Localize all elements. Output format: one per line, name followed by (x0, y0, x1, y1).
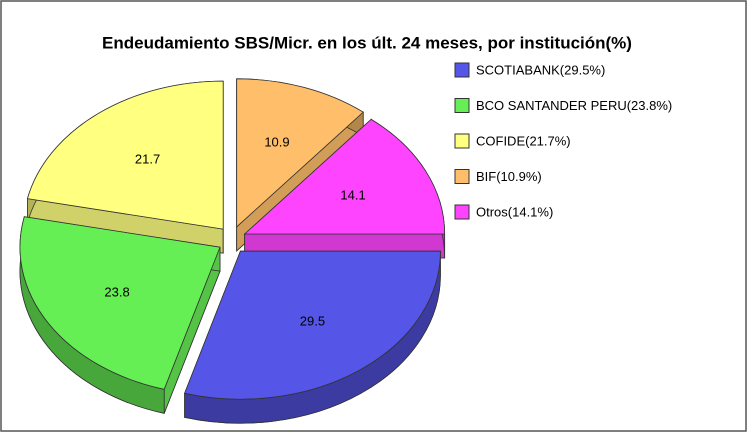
legend-label: SCOTIABANK(29.5%) (476, 62, 605, 77)
legend-swatch (454, 169, 470, 184)
legend-swatch (454, 133, 470, 149)
slice (184, 250, 441, 400)
data-label: 29.5 (300, 314, 325, 329)
legend-label: COFIDE(21.7%) (476, 133, 571, 148)
slice (19, 216, 221, 390)
data-label: 21.7 (135, 152, 160, 167)
legend-swatch (454, 98, 470, 113)
legend-label: Otros(14.1%) (476, 204, 553, 219)
legend-label: BIF(10.9%) (476, 169, 542, 184)
legend-swatch (454, 62, 470, 78)
chart-title: Endeudamiento SBS/Micr. en los últ. 24 m… (102, 33, 632, 52)
legend-label: BCO SANTANDER PERU(23.8%) (476, 98, 672, 113)
data-label: 14.1 (340, 187, 365, 202)
data-label: 10.9 (264, 135, 289, 150)
pie-top (19, 78, 446, 400)
data-label: 23.8 (104, 284, 129, 299)
legend-swatch (454, 204, 470, 220)
slice (243, 118, 446, 235)
slice (236, 78, 364, 228)
slice (26, 80, 224, 230)
